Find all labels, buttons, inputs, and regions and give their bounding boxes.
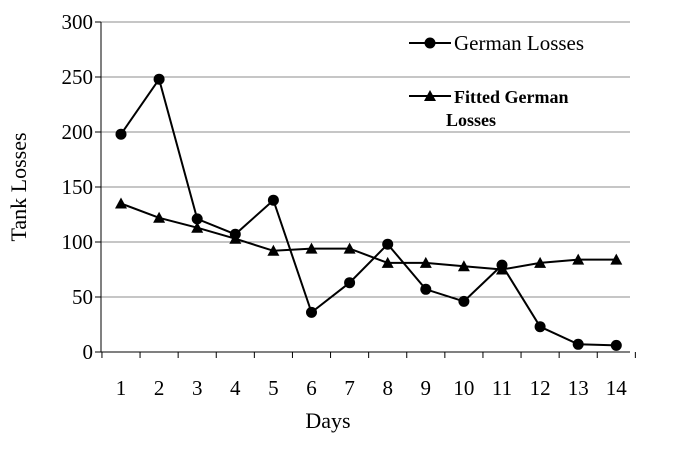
x-tick-label-5: 5 xyxy=(268,376,279,400)
x-tick-label-4: 4 xyxy=(230,376,241,400)
y-axis-ticks: 0 50 100 150 200 250 300 xyxy=(62,10,101,364)
x-tick-label-1: 1 xyxy=(116,376,127,400)
legend-label-fitted-line-1: Fitted German xyxy=(454,87,568,107)
x-axis-ticks: 1 2 3 4 5 6 7 8 9 10 11 12 13 14 xyxy=(101,352,636,400)
series-line-fitted-german-losses xyxy=(120,202,617,271)
legend: German Losses Fitted German Losses xyxy=(409,31,584,130)
data-point-fitted-german-losses-14 xyxy=(610,253,623,265)
data-point-fitted-german-losses-9 xyxy=(419,256,432,268)
legend-marker-circle xyxy=(424,37,436,49)
x-tick-label-6: 6 xyxy=(306,376,317,400)
data-point-fitted-german-losses-11 xyxy=(496,263,508,275)
series-german-losses xyxy=(115,73,622,351)
x-tick-label-10: 10 xyxy=(453,376,474,400)
data-point-german-losses-1 xyxy=(115,128,127,140)
x-tick-label-12: 12 xyxy=(530,376,551,400)
y-tick-label-250: 250 xyxy=(62,65,94,89)
data-point-german-losses-6 xyxy=(306,306,317,318)
y-tick-label-200: 200 xyxy=(62,120,94,144)
series-layer xyxy=(115,73,623,351)
data-point-fitted-german-losses-12 xyxy=(534,256,547,268)
y-tick-label-100: 100 xyxy=(62,230,94,254)
y-tick-label-300: 300 xyxy=(62,10,94,34)
data-point-fitted-german-losses-10 xyxy=(457,260,470,272)
x-tick-label-11: 11 xyxy=(492,376,512,400)
data-point-fitted-german-losses-1 xyxy=(115,197,127,209)
series-line-german-losses xyxy=(120,76,617,347)
data-point-german-losses-2 xyxy=(153,73,165,85)
x-tick-label-2: 2 xyxy=(154,376,165,400)
data-point-fitted-german-losses-4 xyxy=(229,232,242,244)
x-tick-label-9: 9 xyxy=(421,376,432,400)
y-axis-title: Tank Losses xyxy=(6,132,31,241)
x-axis-title: Days xyxy=(305,408,350,433)
data-point-fitted-german-losses-8 xyxy=(381,256,394,268)
y-tick-label-0: 0 xyxy=(83,340,94,364)
data-point-german-losses-12 xyxy=(534,321,546,333)
legend-label-german-losses: German Losses xyxy=(454,31,584,55)
data-point-german-losses-8 xyxy=(382,238,394,250)
x-tick-label-8: 8 xyxy=(382,376,393,400)
data-point-german-losses-13 xyxy=(572,338,584,350)
data-point-german-losses-5 xyxy=(267,194,279,206)
x-tick-label-7: 7 xyxy=(344,376,355,400)
legend-item-fitted-german-losses: Fitted German Losses xyxy=(409,87,568,130)
data-point-german-losses-9 xyxy=(420,283,432,295)
data-point-german-losses-3 xyxy=(191,213,203,225)
legend-marker-triangle xyxy=(424,90,436,101)
data-point-german-losses-14 xyxy=(610,339,622,351)
y-tick-label-150: 150 xyxy=(62,175,94,199)
data-point-fitted-german-losses-6 xyxy=(305,242,318,254)
x-tick-label-14: 14 xyxy=(606,376,628,400)
legend-item-german-losses: German Losses xyxy=(409,31,584,55)
data-point-fitted-german-losses-7 xyxy=(343,242,356,254)
legend-label-fitted-line-2: Losses xyxy=(446,110,496,130)
data-point-fitted-german-losses-3 xyxy=(191,221,204,233)
data-point-fitted-german-losses-2 xyxy=(153,211,166,223)
data-point-fitted-german-losses-5 xyxy=(267,244,280,256)
data-point-german-losses-10 xyxy=(458,295,470,307)
data-point-fitted-german-losses-13 xyxy=(572,253,585,265)
series-fitted-german-losses xyxy=(115,197,623,275)
x-tick-label-13: 13 xyxy=(568,376,589,400)
data-point-german-losses-7 xyxy=(344,277,356,289)
x-tick-label-3: 3 xyxy=(192,376,203,400)
y-tick-label-50: 50 xyxy=(72,285,93,309)
